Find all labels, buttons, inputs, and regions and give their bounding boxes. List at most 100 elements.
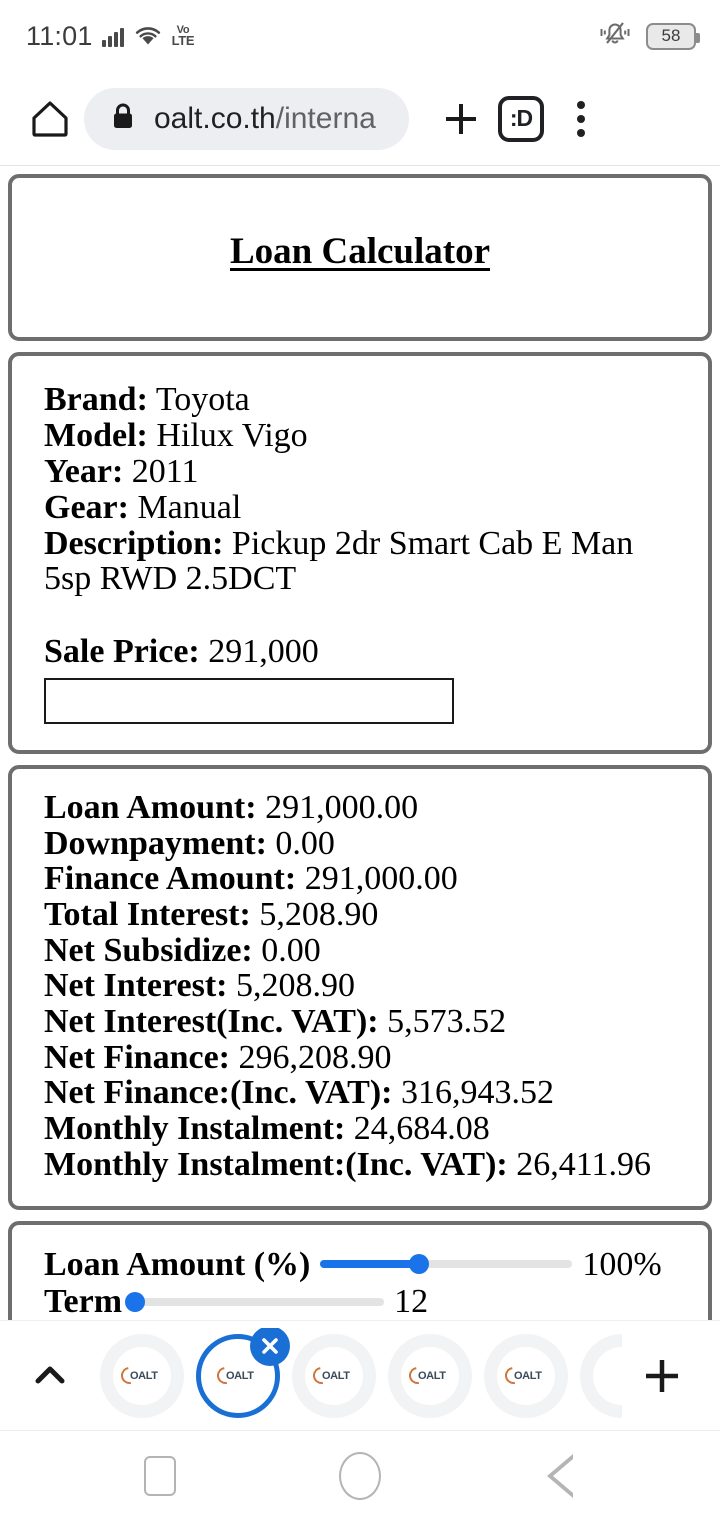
tab-item-partial[interactable] <box>574 1328 622 1424</box>
tab-item[interactable]: OALT <box>94 1328 190 1424</box>
vibrate-bell-icon <box>598 19 632 54</box>
summary-row-net-interest-vat: Net Interest(Inc. VAT): 5,573.52 <box>44 1003 676 1041</box>
vehicle-value-model: Hilux Vigo <box>156 417 308 455</box>
tab-inner: OALT <box>497 1346 555 1405</box>
wifi-icon <box>135 25 161 47</box>
summary-label-finance-amount: Finance Amount: <box>44 860 297 898</box>
slider-loan-amount[interactable] <box>320 1254 573 1275</box>
slider-value-loan-amount: 100% <box>582 1245 662 1283</box>
summary-row-monthly-instalment-vat: Monthly Instalment:(Inc. VAT): 26,411.96 <box>44 1145 676 1183</box>
summary-row-net-subsidize: Net Subsidize: 0.00 <box>44 931 676 969</box>
vehicle-row-brand: Brand: Toyota <box>44 382 676 417</box>
title-card: Loan Calculator <box>8 174 712 341</box>
url-path: /interna <box>275 101 376 135</box>
summary-value-monthly-instalment: 24,684.08 <box>353 1110 490 1148</box>
slider-label-loan-amount: Loan Amount (%) <box>44 1245 311 1283</box>
vehicle-label-gear: Gear: <box>44 489 129 527</box>
favicon-label: OALT <box>130 1369 158 1382</box>
summary-row-net-finance: Net Finance: 296,208.90 <box>44 1038 676 1076</box>
tab-item[interactable]: OALT <box>478 1328 574 1424</box>
new-tab-button[interactable] <box>622 1352 702 1400</box>
tab-strip: OALT OALT <box>0 1320 720 1430</box>
summary-value-net-finance-vat: 316,943.52 <box>400 1074 554 1112</box>
back-icon[interactable] <box>515 1431 605 1520</box>
loan-summary-card: Loan Amount: 291,000.00 Downpayment: 0.0… <box>8 765 712 1210</box>
summary-row-finance-amount: Finance Amount: 291,000.00 <box>44 862 676 897</box>
tab-active-ring <box>196 1333 280 1418</box>
vehicle-label-model: Model: <box>44 417 148 455</box>
summary-row-net-finance-vat: Net Finance:(Inc. VAT): 316,943.52 <box>44 1076 676 1111</box>
sale-price-input[interactable] <box>44 678 454 725</box>
home-icon[interactable] <box>22 91 78 147</box>
summary-row-loan-amount: Loan Amount: 291,000.00 <box>44 789 676 827</box>
summary-value-net-finance: 296,208.90 <box>238 1038 392 1076</box>
slider-term[interactable] <box>124 1292 385 1313</box>
slider-thumb-loan-amount[interactable] <box>408 1254 429 1275</box>
favicon-label: OALT <box>322 1369 350 1382</box>
tab-inner: OALT <box>401 1346 459 1405</box>
tab-inner: OALT <box>305 1346 363 1405</box>
summary-value-net-subsidize: 0.00 <box>261 931 321 969</box>
page-title: Loan Calculator <box>229 231 491 272</box>
tab-inner: OALT <box>113 1346 171 1405</box>
slider-row-term: Term 12 <box>44 1284 676 1320</box>
url-bar[interactable]: oalt.co.th/interna <box>84 87 409 150</box>
recents-icon[interactable] <box>115 1431 205 1520</box>
summary-value-total-interest: 5,208.90 <box>259 896 379 934</box>
oalt-favicon-icon: OALT <box>117 1363 165 1387</box>
signal-bars-icon <box>101 25 124 47</box>
summary-value-monthly-instalment-vat: 26,411.96 <box>516 1145 651 1183</box>
summary-label-net-interest: Net Interest: <box>44 967 228 1005</box>
vehicle-label-description: Description: <box>44 525 224 563</box>
tabs-scroll-container[interactable]: OALT OALT <box>82 1327 622 1424</box>
vehicle-row-description: Description: Pickup 2dr Smart Cab E Man … <box>44 526 676 596</box>
summary-label-net-interest-vat: Net Interest(Inc. VAT): <box>44 1003 379 1041</box>
favicon-label: OALT <box>418 1369 446 1382</box>
summary-label-monthly-instalment: Monthly Instalment: <box>44 1110 346 1148</box>
vehicle-value-brand: Toyota <box>155 381 250 418</box>
vehicle-row-model: Model: Hilux Vigo <box>44 418 676 453</box>
tab-count-label: :D <box>498 95 544 142</box>
web-page-content: Loan Calculator Brand: Toyota Model: Hil… <box>0 166 720 1320</box>
favicon-label: OALT <box>226 1369 254 1382</box>
slider-controls-card: Loan Amount (%) 100% Term 12 Interest (%… <box>8 1220 712 1320</box>
vehicle-label-brand: Brand: <box>44 381 148 418</box>
slider-thumb-term[interactable] <box>124 1292 145 1313</box>
sale-price-row: Sale Price: 291,000 <box>44 634 676 669</box>
url-text: oalt.co.th/interna <box>154 102 376 136</box>
summary-label-total-interest: Total Interest: <box>44 896 251 934</box>
tab-item[interactable]: OALT <box>382 1328 478 1424</box>
close-icon[interactable] <box>250 1327 290 1366</box>
summary-value-finance-amount: 291,000.00 <box>304 860 458 898</box>
new-tab-plus-icon[interactable] <box>431 89 491 149</box>
lock-icon <box>110 101 136 136</box>
tab-item-active[interactable]: OALT <box>190 1327 290 1424</box>
vehicle-detail-card: Brand: Toyota Model: Hilux Vigo Year: 20… <box>8 352 712 755</box>
slider-fill-loan-amount <box>320 1260 419 1269</box>
summary-row-monthly-instalment: Monthly Instalment: 24,684.08 <box>44 1110 676 1148</box>
oalt-favicon-icon: OALT <box>501 1363 549 1387</box>
summary-value-net-interest-vat: 5,573.52 <box>387 1003 507 1041</box>
status-bar: 11:01 Vo LTE <box>0 0 720 72</box>
summary-value-loan-amount: 291,000.00 <box>265 789 419 827</box>
volte-icon: Vo LTE <box>171 24 195 49</box>
android-nav-bar <box>0 1430 720 1520</box>
tab-count-icon[interactable]: :D <box>491 89 551 149</box>
home-icon[interactable] <box>315 1431 405 1520</box>
slider-label-term: Term <box>44 1283 123 1320</box>
vehicle-row-year: Year: 2011 <box>44 454 676 489</box>
summary-label-net-finance: Net Finance: <box>44 1038 231 1076</box>
oalt-favicon-icon: OALT <box>213 1363 261 1387</box>
volte-bottom-label: LTE <box>171 33 195 49</box>
chevron-up-icon[interactable] <box>18 1355 82 1397</box>
summary-label-loan-amount: Loan Amount: <box>44 789 257 827</box>
vehicle-label-year: Year: <box>44 453 124 491</box>
slider-row-loan-amount: Loan Amount (%) 100% <box>44 1245 676 1283</box>
status-clock: 11:01 <box>26 20 93 51</box>
summary-value-net-interest: 5,208.90 <box>235 967 355 1005</box>
summary-label-net-finance-vat: Net Finance:(Inc. VAT): <box>44 1074 393 1112</box>
url-domain: oalt.co.th <box>154 101 276 135</box>
tab-item[interactable]: OALT <box>286 1328 382 1424</box>
oalt-favicon-icon: OALT <box>405 1363 453 1387</box>
kebab-menu-icon[interactable] <box>551 89 611 149</box>
